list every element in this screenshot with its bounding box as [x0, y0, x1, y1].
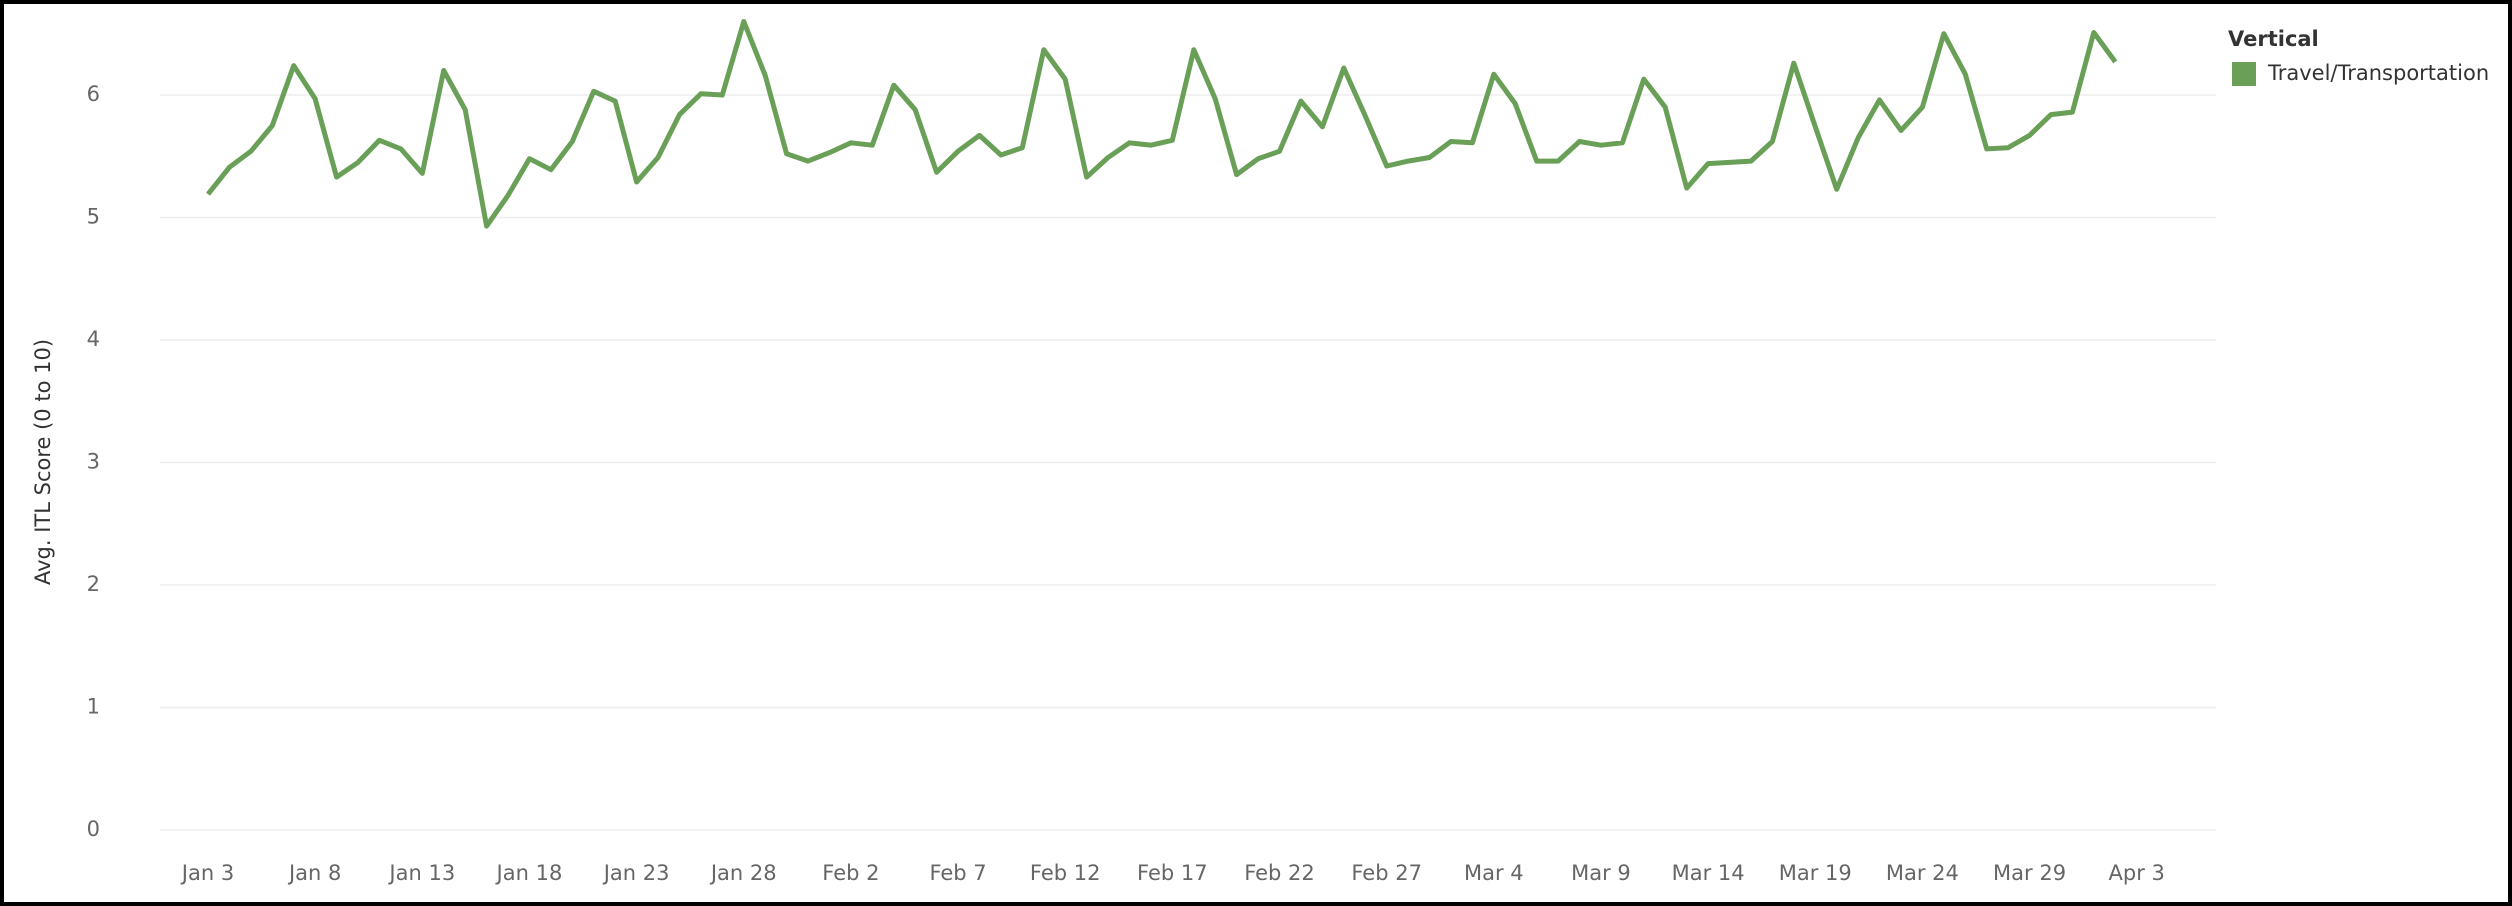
- x-tick-label: Jan 23: [602, 861, 670, 885]
- x-tick-label: Feb 2: [822, 861, 879, 885]
- x-tick-label: Feb 12: [1030, 861, 1101, 885]
- x-tick-label: Feb 7: [929, 861, 986, 885]
- y-tick-label: 6: [87, 82, 100, 106]
- x-tick-label: Mar 4: [1464, 861, 1524, 885]
- y-tick-label: 1: [87, 695, 100, 719]
- y-axis-label: Avg. ITL Score (0 to 10): [31, 339, 55, 585]
- x-tick-label: Mar 24: [1886, 861, 1959, 885]
- x-tick-label: Mar 29: [1993, 861, 2066, 885]
- x-tick-label: Jan 8: [287, 861, 341, 885]
- y-tick-label: 4: [87, 327, 100, 351]
- y-tick-label: 2: [87, 572, 100, 596]
- x-tick-label: Mar 19: [1779, 861, 1852, 885]
- x-tick-label: Jan 28: [709, 861, 777, 885]
- x-tick-label: Feb 22: [1244, 861, 1315, 885]
- x-tick-label: Mar 14: [1672, 861, 1745, 885]
- x-tick-label: Feb 27: [1351, 861, 1422, 885]
- legend-swatch: [2232, 62, 2256, 86]
- y-tick-label: 5: [87, 205, 100, 229]
- x-tick-label: Apr 3: [2109, 861, 2165, 885]
- x-tick-label: Jan 18: [495, 861, 563, 885]
- legend-label: Travel/Transportation: [2267, 61, 2489, 85]
- x-tick-label: Feb 17: [1137, 861, 1208, 885]
- line: [206, 19, 2118, 229]
- x-tick-label: Jan 13: [387, 861, 455, 885]
- x-tick-label: Jan 3: [180, 861, 234, 885]
- y-tick-label: 0: [87, 817, 100, 841]
- x-tick-label: Mar 9: [1571, 861, 1631, 885]
- legend-title: Vertical: [2228, 27, 2319, 51]
- y-tick-label: 3: [87, 450, 100, 474]
